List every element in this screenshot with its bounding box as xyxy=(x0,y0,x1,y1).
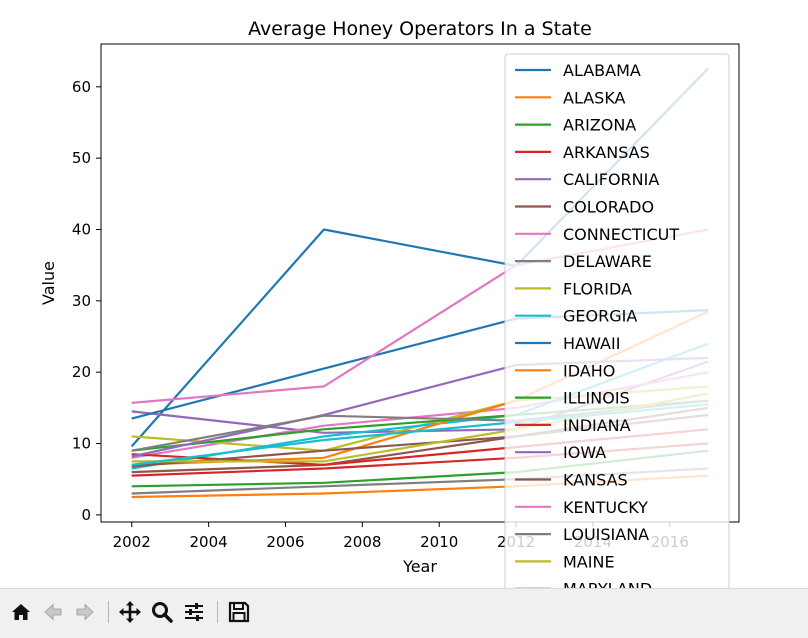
legend-label: KENTUCKY xyxy=(563,498,648,517)
x-tick-label: 2008 xyxy=(343,533,381,551)
line-chart: Average Honey Operators In a State 2002 2… xyxy=(39,18,740,588)
legend-label: MAINE xyxy=(563,552,615,571)
legend-label: HAWAII xyxy=(563,334,620,353)
legend-label: COLORADO xyxy=(563,198,654,217)
zoom-button[interactable] xyxy=(149,599,175,625)
legend-label: IOWA xyxy=(563,443,606,462)
y-tick-label: 10 xyxy=(72,435,91,453)
floppy-disk-icon xyxy=(228,601,250,623)
x-tick-label: 2006 xyxy=(266,533,304,551)
sliders-icon xyxy=(185,603,203,621)
back-button[interactable] xyxy=(40,599,66,625)
legend: ALABAMA ALASKA ARIZONA ARKANSAS CALIFORNIA CO… xyxy=(504,53,730,588)
legend-label: FLORIDA xyxy=(563,279,632,298)
legend-label: INDIANA xyxy=(563,416,631,435)
legend-label: ARIZONA xyxy=(563,116,636,135)
back-arrow-icon xyxy=(44,603,62,621)
y-tick-label: 50 xyxy=(72,149,91,167)
y-tick-label: 60 xyxy=(72,78,91,96)
legend-label: ALABAMA xyxy=(563,61,641,80)
y-axis-label: Value xyxy=(39,261,58,305)
figure: Average Honey Operators In a State 2002 2… xyxy=(39,18,740,588)
legend-label: CALIFORNIA xyxy=(563,170,659,189)
x-tick-label: 2010 xyxy=(420,533,458,551)
x-tick-label: 2004 xyxy=(190,533,228,551)
legend-label: ILLINOIS xyxy=(563,389,630,408)
y-tick-label: 30 xyxy=(72,292,91,310)
legend-label: LOUISIANA xyxy=(563,525,649,544)
axes-frame xyxy=(100,43,740,523)
legend-box xyxy=(504,53,730,588)
navigation-toolbar xyxy=(0,588,808,638)
forward-button[interactable] xyxy=(72,599,98,625)
legend-label: KANSAS xyxy=(563,471,628,490)
legend-label: ALASKA xyxy=(563,88,626,107)
magnifier-icon xyxy=(152,602,173,623)
legend-label: ARKANSAS xyxy=(563,143,650,162)
y-tick-label: 40 xyxy=(72,220,91,238)
chart-title: Average Honey Operators In a State xyxy=(248,18,592,40)
move-icon xyxy=(119,601,141,623)
home-icon xyxy=(12,604,30,620)
legend-label: IDAHO xyxy=(563,361,615,380)
legend-label: MARYLAND xyxy=(563,580,652,588)
legend-label: GEORGIA xyxy=(563,307,637,326)
forward-arrow-icon xyxy=(76,603,94,621)
x-axis-label: Year xyxy=(402,557,437,576)
x-tick-label: 2002 xyxy=(113,533,151,551)
home-button[interactable] xyxy=(8,599,34,625)
legend-label: DELAWARE xyxy=(563,252,652,271)
save-button[interactable] xyxy=(226,599,252,625)
y-tick-label: 0 xyxy=(81,506,91,524)
legend-label: CONNECTICUT xyxy=(563,225,679,244)
configure-subplots-button[interactable] xyxy=(181,599,207,625)
pan-button[interactable] xyxy=(117,599,143,625)
y-tick-label: 20 xyxy=(72,363,91,381)
